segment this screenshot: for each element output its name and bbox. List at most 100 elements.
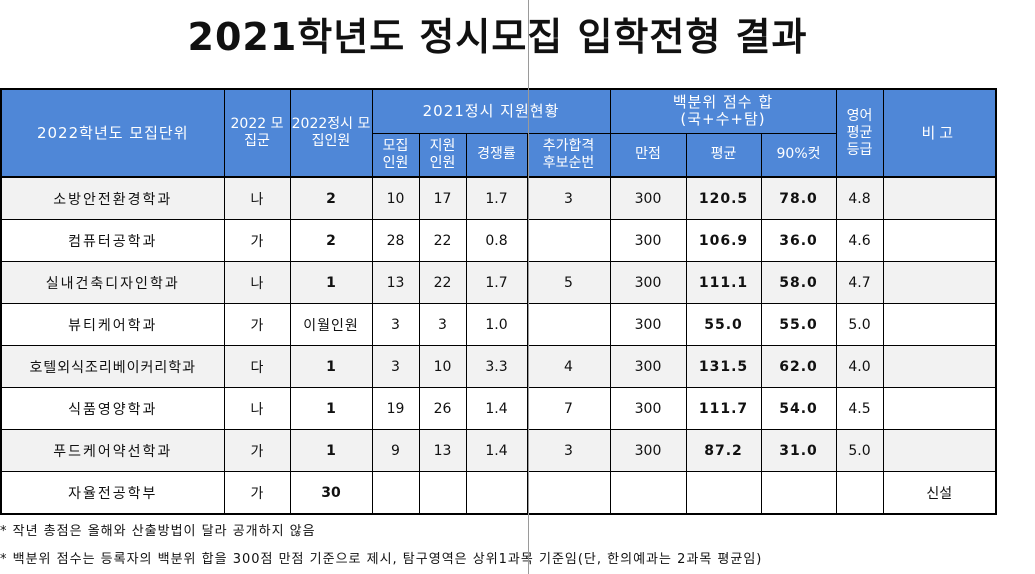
- cell-ratio: 3.3: [465, 345, 528, 388]
- cell-applied: 13: [418, 429, 467, 472]
- cell-recruit: 9: [371, 429, 420, 472]
- cell-recruit: 13: [371, 261, 420, 304]
- cell-full: 300: [609, 429, 687, 472]
- cell-avg: 131.5: [685, 345, 762, 388]
- table-row: 호텔외식조리베이커리학과 다 1 3 10 3.3 4 300 131.5 62…: [0, 345, 997, 388]
- cell-recruit: 3: [371, 345, 420, 388]
- cell-full: 300: [609, 303, 687, 346]
- cell-extra: 3: [526, 429, 611, 472]
- cell-group: 가: [223, 303, 291, 346]
- cell-remarks: [882, 303, 997, 346]
- cell-full: 300: [609, 345, 687, 388]
- cell-group: 나: [223, 261, 291, 304]
- cell-full: 300: [609, 387, 687, 430]
- cell-ratio: 1.4: [465, 387, 528, 430]
- cell-unit: 푸드케어약선학과: [0, 429, 225, 472]
- results-table: 2022학년도 모집단위 2022 모집군 2022정시 모집인원 2021정시…: [0, 88, 997, 515]
- header-recruit: 모집 인원: [371, 132, 420, 178]
- cell-cut90: 58.0: [760, 261, 837, 304]
- cell-unit: 소방안전환경학과: [0, 176, 225, 220]
- cell-extra: 4: [526, 345, 611, 388]
- cell-avg: 106.9: [685, 219, 762, 262]
- header-avg: 평균: [685, 132, 762, 178]
- table-row: 소방안전환경학과 나 2 10 17 1.7 3 300 120.5 78.0 …: [0, 176, 997, 220]
- cell-quota: 1: [289, 429, 373, 472]
- header-group: 2022 모집군: [223, 88, 291, 178]
- header-percentile-label: 백분위 점수 합: [672, 93, 774, 112]
- cell-unit: 실내건축디자인학과: [0, 261, 225, 304]
- cell-recruit: [371, 471, 420, 515]
- cell-unit: 컴퓨터공학과: [0, 219, 225, 262]
- cell-remarks: [882, 219, 997, 262]
- cell-quota: 2: [289, 176, 373, 220]
- cell-cut90: 55.0: [760, 303, 837, 346]
- cell-cut90: [760, 471, 837, 515]
- header-applied: 지원 인원: [418, 132, 467, 178]
- cell-ratio: 0.8: [465, 219, 528, 262]
- cell-applied: 17: [418, 176, 467, 220]
- cell-remarks: 신설: [882, 471, 997, 515]
- table-row: 실내건축디자인학과 나 1 13 22 1.7 5 300 111.1 58.0…: [0, 261, 997, 304]
- cell-english: 4.6: [835, 219, 884, 262]
- cell-english: 4.7: [835, 261, 884, 304]
- cell-applied: 10: [418, 345, 467, 388]
- cell-group: 나: [223, 387, 291, 430]
- cell-ratio: 1.4: [465, 429, 528, 472]
- cell-group: 가: [223, 429, 291, 472]
- cell-extra: 7: [526, 387, 611, 430]
- cell-remarks: [882, 261, 997, 304]
- table-row: 뷰티케어학과 가 이월인원 3 3 1.0 300 55.0 55.0 5.0: [0, 303, 997, 346]
- cell-full: 300: [609, 261, 687, 304]
- cell-cut90: 36.0: [760, 219, 837, 262]
- cell-full: [609, 471, 687, 515]
- table-row: 자율전공학부 가 30 신설: [0, 471, 997, 515]
- cell-ratio: 1.7: [465, 261, 528, 304]
- cursor-guide-line: [528, 0, 529, 574]
- header-extra: 추가합격 후보순번: [526, 132, 611, 178]
- cell-quota: 이월인원: [289, 303, 373, 346]
- cell-extra: [526, 303, 611, 346]
- cell-english: 4.5: [835, 387, 884, 430]
- cell-quota: 1: [289, 345, 373, 388]
- header-ratio: 경쟁률: [465, 132, 528, 178]
- cell-unit: 호텔외식조리베이커리학과: [0, 345, 225, 388]
- cell-cut90: 78.0: [760, 176, 837, 220]
- cell-cut90: 54.0: [760, 387, 837, 430]
- cell-cut90: 62.0: [760, 345, 837, 388]
- cell-quota: 2: [289, 219, 373, 262]
- cell-avg: 111.7: [685, 387, 762, 430]
- cell-ratio: 1.0: [465, 303, 528, 346]
- cell-english: 4.0: [835, 345, 884, 388]
- footnote: * 백분위 점수는 등록자의 백분위 합을 300점 만점 기준으로 제시, 탐…: [0, 552, 763, 567]
- cell-recruit: 10: [371, 176, 420, 220]
- cell-english: 5.0: [835, 429, 884, 472]
- header-unit: 2022학년도 모집단위: [0, 88, 225, 178]
- header-cut90: 90%컷: [760, 132, 837, 178]
- page-title: 2021학년도 정시모집 입학전형 결과: [187, 15, 808, 59]
- cell-avg: 111.1: [685, 261, 762, 304]
- header-remarks: 비고: [882, 88, 997, 178]
- table-row: 식품영양학과 나 1 19 26 1.4 7 300 111.7 54.0 4.…: [0, 387, 997, 430]
- cell-ratio: 1.7: [465, 176, 528, 220]
- cell-remarks: [882, 387, 997, 430]
- cell-recruit: 3: [371, 303, 420, 346]
- cell-applied: 3: [418, 303, 467, 346]
- cell-ratio: [465, 471, 528, 515]
- cell-applied: 26: [418, 387, 467, 430]
- cell-cut90: 31.0: [760, 429, 837, 472]
- cell-avg: 87.2: [685, 429, 762, 472]
- cell-avg: 55.0: [685, 303, 762, 346]
- header-quota: 2022정시 모집인원: [289, 88, 373, 178]
- header-percentile-sum: 백분위 점수 합 (국+수+탐): [609, 88, 837, 134]
- table-row: 컴퓨터공학과 가 2 28 22 0.8 300 106.9 36.0 4.6: [0, 219, 997, 262]
- cell-recruit: 19: [371, 387, 420, 430]
- header-full: 만점: [609, 132, 687, 178]
- header-applicants-2021: 2021정시 지원현황: [371, 88, 611, 134]
- cell-applied: 22: [418, 219, 467, 262]
- cell-group: 가: [223, 471, 291, 515]
- cell-avg: [685, 471, 762, 515]
- cell-group: 나: [223, 176, 291, 220]
- cell-full: 300: [609, 219, 687, 262]
- cell-unit: 뷰티케어학과: [0, 303, 225, 346]
- cell-recruit: 28: [371, 219, 420, 262]
